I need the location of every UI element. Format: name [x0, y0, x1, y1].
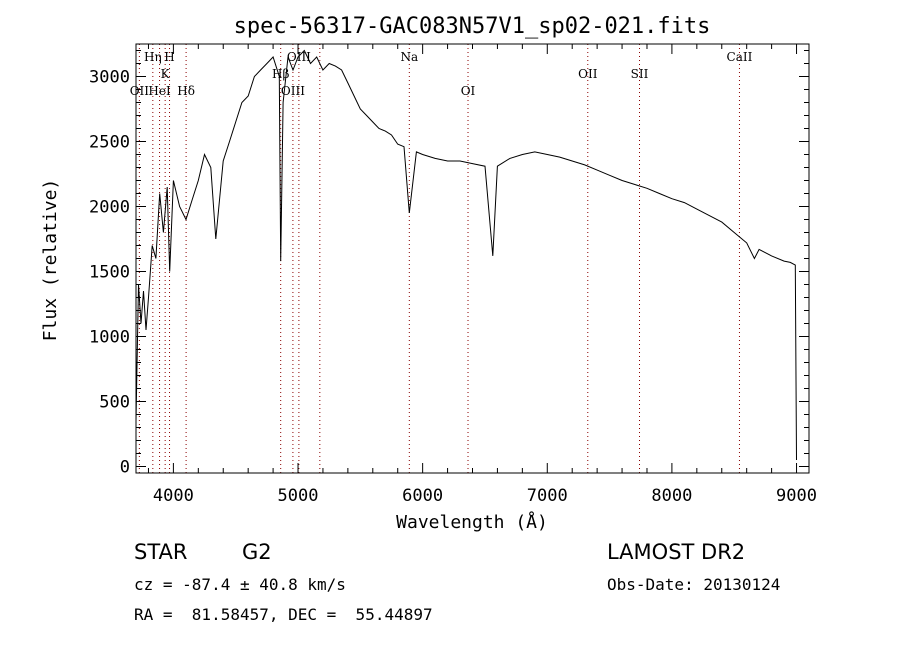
x-tick-label: 9000 — [776, 486, 817, 506]
object-subclass: G2 — [242, 540, 272, 564]
line-label: HeI — [148, 84, 171, 98]
emission-line-markers — [138, 44, 740, 473]
line-label: OII — [130, 84, 150, 98]
y-tick-label: 1000 — [89, 328, 130, 348]
line-label: K — [161, 67, 171, 81]
y-tick-label: 2000 — [89, 198, 130, 218]
x-tick-label: 4000 — [153, 486, 194, 506]
line-label: Hβ — [272, 67, 289, 81]
line-label: SII — [631, 67, 649, 81]
y-axis-label: Flux (relative) — [40, 179, 61, 342]
line-label: Na — [400, 50, 418, 64]
coordinates-text: RA = 81.58457, DEC = 55.44897 — [134, 605, 433, 624]
obs-date-text: Obs-Date: 20130124 — [607, 575, 781, 594]
y-tick-label: 1500 — [89, 263, 130, 283]
line-label: OI — [461, 84, 476, 98]
line-label: OII — [578, 67, 598, 81]
plot-frame — [135, 43, 810, 474]
x-tick-label: 5000 — [278, 486, 319, 506]
y-tick-label: 0 — [120, 458, 130, 478]
spectrum-line — [135, 49, 797, 461]
line-label: CaII — [727, 50, 753, 64]
redshift-text: cz = -87.4 ± 40.8 km/s — [134, 575, 346, 594]
line-label: H — [164, 50, 174, 64]
y-tick-label: 2500 — [89, 133, 130, 153]
chart-title: spec-56317-GAC083N57V1_sp02-021.fits — [234, 14, 711, 39]
y-tick-label: 500 — [99, 393, 130, 413]
x-axis: 4000 5000 6000 7000 8000 9000 — [147, 44, 817, 506]
survey-name: LAMOST DR2 — [607, 540, 746, 564]
line-label: Hη — [144, 50, 162, 64]
x-tick-label: 7000 — [527, 486, 568, 506]
x-tick-label: 6000 — [402, 486, 443, 506]
emission-line-labels: OII Hη HeI KH Hδ Hβ OIII OIII Na OI OII SII CaII — [130, 50, 753, 98]
object-class: STAR — [134, 540, 188, 564]
line-label: Hδ — [177, 84, 195, 98]
y-axis: 0 500 1000 1500 2000 2500 3000 — [89, 50, 809, 478]
x-tick-label: 8000 — [651, 486, 692, 506]
line-label: OIII — [287, 50, 311, 64]
line-label: OIII — [281, 84, 305, 98]
x-axis-label: Wavelength (Å) — [396, 511, 548, 533]
y-tick-label: 3000 — [89, 68, 130, 88]
